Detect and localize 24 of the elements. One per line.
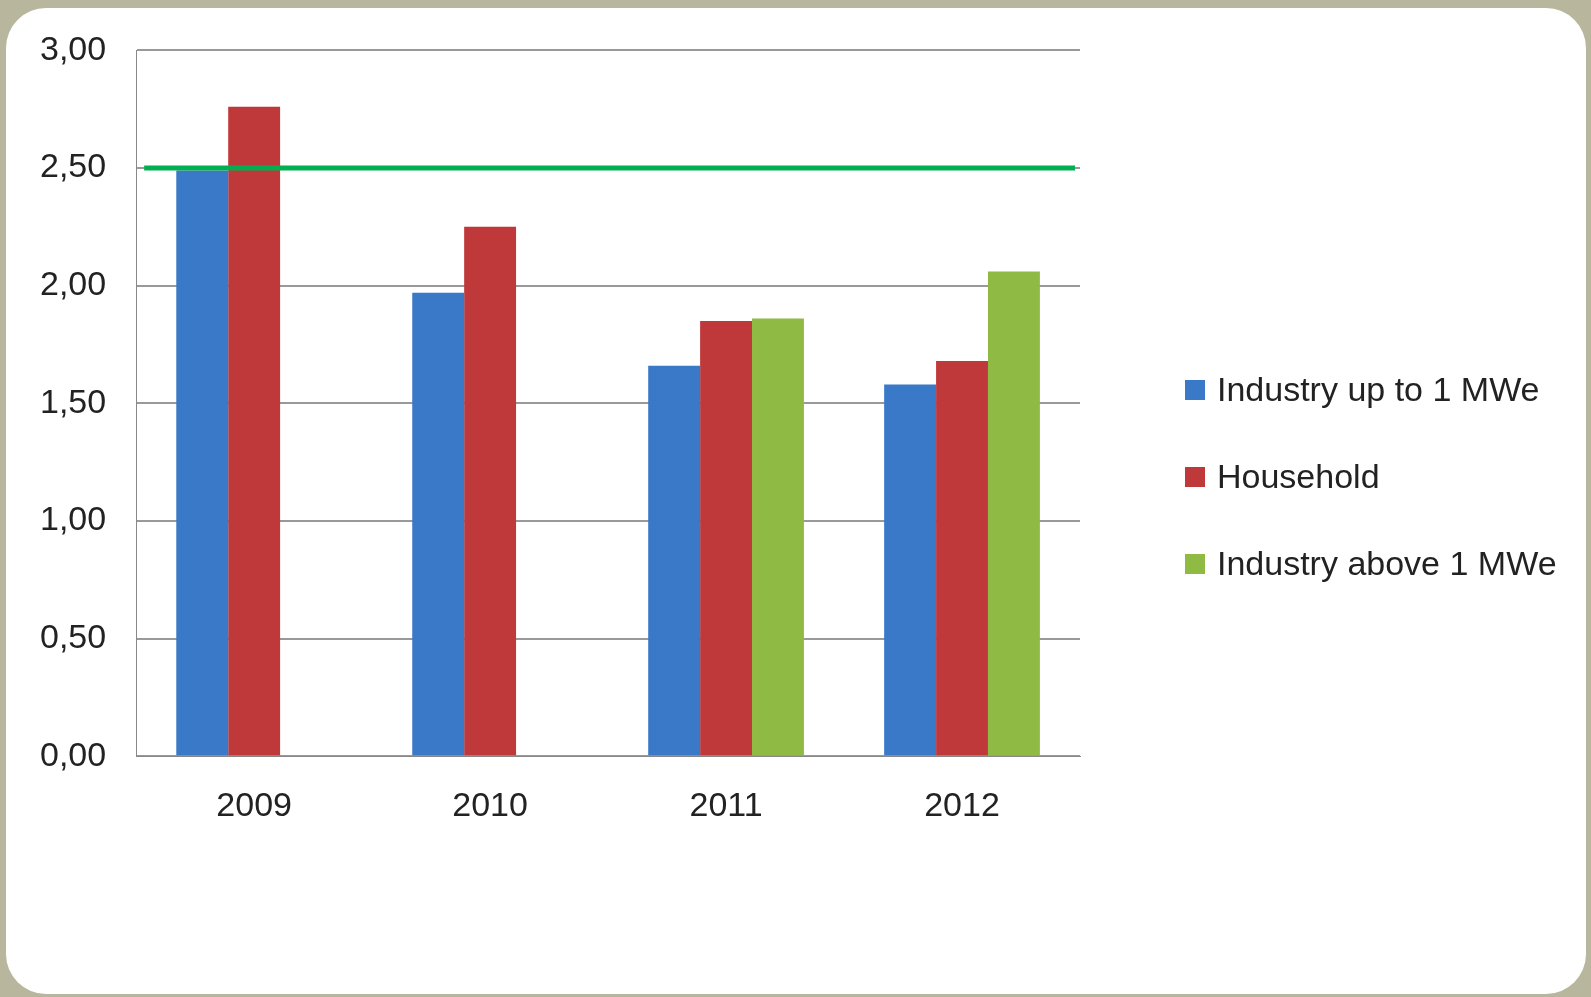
- bar: [884, 384, 937, 756]
- bar: [936, 360, 988, 756]
- legend-label: Household: [1217, 457, 1380, 496]
- bar: [412, 292, 465, 756]
- x-tick-label: 2011: [689, 784, 763, 823]
- y-tick-label: 3,00: [39, 28, 107, 67]
- x-tick-label: 2009: [216, 784, 292, 823]
- y-tick-label: 2,00: [39, 264, 107, 303]
- bar: [228, 106, 281, 756]
- y-tick-label: 0,50: [39, 616, 107, 655]
- bar: [464, 226, 517, 756]
- legend-label: Industry above 1 MWe: [1217, 544, 1557, 583]
- bar: [752, 318, 804, 756]
- y-tick-label: 1,00: [39, 499, 107, 538]
- y-tick-label: 1,50: [39, 381, 107, 420]
- bar: [700, 320, 753, 756]
- bar: [176, 170, 229, 756]
- y-tick-label: 0,00: [39, 734, 107, 773]
- bar: [648, 365, 701, 756]
- x-tick-label: 2012: [924, 784, 1000, 823]
- legend-label: Industry up to 1 MWe: [1217, 370, 1540, 409]
- bar: [987, 271, 1040, 756]
- y-tick-label: 2,50: [39, 146, 107, 185]
- x-tick-label: 2010: [452, 784, 528, 823]
